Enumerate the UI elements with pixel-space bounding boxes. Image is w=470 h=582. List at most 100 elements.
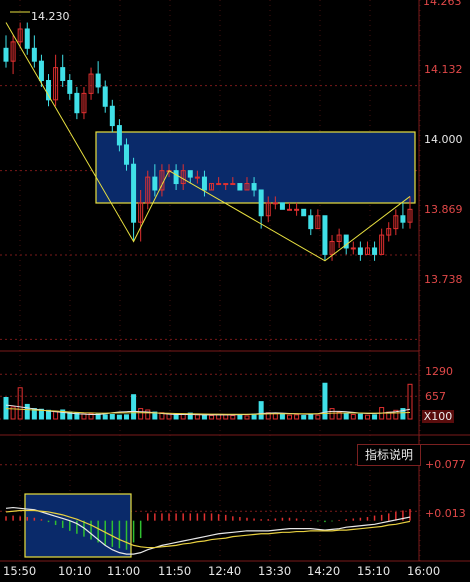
candle-body	[230, 183, 236, 186]
consolidation-box	[95, 131, 416, 204]
volume-bar	[209, 415, 215, 420]
volume-bar	[308, 413, 314, 420]
time-tick: 11:00	[107, 564, 141, 578]
volume-bar	[407, 383, 413, 420]
volume-bar	[60, 409, 66, 420]
volume-bar	[102, 414, 108, 420]
volume-bar	[180, 413, 186, 420]
candle-body	[67, 80, 73, 94]
volume-bar	[294, 414, 300, 420]
volume-bar	[301, 415, 307, 420]
candle-body	[407, 208, 413, 223]
candle-body	[109, 105, 115, 127]
candlestick-series	[3, 22, 413, 261]
candle-body	[173, 170, 179, 185]
grid	[0, 0, 470, 562]
volume-bar	[279, 413, 285, 420]
candle-body	[244, 183, 250, 191]
candle-body	[322, 215, 328, 255]
volume-bar	[230, 415, 236, 420]
candle-body	[308, 215, 314, 230]
volume-bar	[251, 413, 257, 420]
volume-bar	[329, 408, 335, 420]
volume-bar	[364, 414, 370, 420]
candle-body	[265, 202, 271, 217]
indicator-help-button[interactable]: 指标说明	[357, 444, 421, 466]
volume-bar	[272, 413, 278, 420]
candle-body	[152, 176, 158, 191]
volume-bar	[138, 408, 144, 420]
candle-body	[251, 183, 257, 191]
candle-body	[131, 163, 137, 223]
time-tick: 14:20	[307, 564, 341, 578]
candle-body	[223, 183, 229, 186]
candle-body	[102, 86, 108, 107]
candle-body	[287, 208, 293, 211]
candle-body	[10, 41, 16, 62]
volume-series	[3, 382, 413, 420]
candle-body	[180, 170, 186, 185]
candle-body	[138, 202, 144, 223]
time-tick: 12:40	[208, 564, 242, 578]
trend-lines	[5, 11, 411, 262]
time-tick: 13:30	[258, 564, 292, 578]
price-tick-14132: 14.132	[424, 63, 463, 76]
macd-dea-line	[5, 509, 411, 549]
volume-bar	[53, 410, 59, 420]
volume-bar	[116, 414, 122, 420]
candle-body	[301, 208, 307, 217]
volume-bar	[10, 406, 16, 420]
candle-body	[393, 215, 399, 230]
volume-bar	[17, 387, 23, 420]
candle-body	[88, 73, 94, 94]
time-tick: 15:10	[357, 564, 391, 578]
volume-bar	[315, 414, 321, 420]
macd-series	[5, 506, 411, 555]
volume-tick-657: 657	[425, 390, 446, 403]
macd-tick-0013: +0.013	[425, 507, 466, 520]
candle-body	[116, 125, 122, 146]
candle-body	[258, 189, 264, 217]
volume-bar	[201, 414, 207, 420]
volume-bar	[123, 414, 129, 420]
candle-body	[17, 28, 23, 43]
candle-body	[364, 247, 370, 255]
high-price-label: 14.230	[31, 10, 70, 23]
price-tick-13738: 13.738	[424, 273, 463, 286]
candle-body	[187, 170, 193, 178]
candle-body	[74, 92, 80, 114]
candle-body	[145, 176, 151, 204]
candle-body	[38, 60, 44, 82]
price-tick-14000: 14.000	[424, 133, 463, 146]
price-tick-13869: 13.869	[424, 203, 463, 216]
volume-bar	[237, 414, 243, 420]
volume-bar	[131, 394, 137, 420]
volume-bar	[109, 413, 115, 420]
candle-body	[343, 234, 349, 249]
candle-body	[400, 215, 406, 223]
candle-body	[237, 183, 243, 191]
volume-bar	[322, 382, 328, 420]
time-tick: 11:50	[158, 564, 192, 578]
candle-body	[216, 183, 222, 186]
candle-body	[201, 176, 207, 191]
macd-highlight-box	[24, 493, 132, 558]
candle-body	[294, 208, 300, 211]
candle-body	[60, 67, 66, 82]
candle-body	[372, 247, 378, 255]
volume-bar	[336, 411, 342, 420]
volume-bar	[38, 408, 44, 420]
volume-bar	[350, 413, 356, 420]
candle-body	[272, 202, 278, 205]
macd-tick-0077: +0.077	[425, 458, 466, 471]
candle-body	[53, 67, 59, 101]
zigzag-trend-line	[5, 22, 411, 262]
volume-tick-1290: 1290	[425, 365, 453, 378]
candle-body	[194, 176, 200, 179]
volume-bar	[357, 413, 363, 420]
candle-body	[350, 247, 356, 250]
candle-body	[31, 47, 37, 62]
candle-body	[209, 183, 215, 191]
volume-bar	[88, 412, 94, 420]
volume-bar	[343, 412, 349, 420]
